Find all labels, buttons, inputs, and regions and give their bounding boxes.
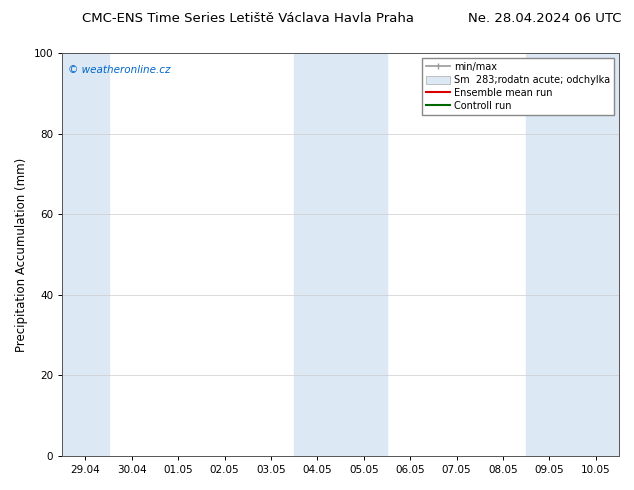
Legend: min/max, Sm  283;rodatn acute; odchylka, Ensemble mean run, Controll run: min/max, Sm 283;rodatn acute; odchylka, … [422, 58, 614, 115]
Text: Ne. 28.04.2024 06 UTC: Ne. 28.04.2024 06 UTC [468, 12, 621, 25]
Text: CMC-ENS Time Series Letiště Václava Havla Praha: CMC-ENS Time Series Letiště Václava Havl… [82, 12, 415, 25]
Bar [62, 53, 108, 456]
Bar [526, 53, 619, 456]
Bar [294, 53, 387, 456]
Y-axis label: Precipitation Accumulation (mm): Precipitation Accumulation (mm) [15, 157, 28, 352]
Text: © weatheronline.cz: © weatheronline.cz [68, 65, 171, 75]
